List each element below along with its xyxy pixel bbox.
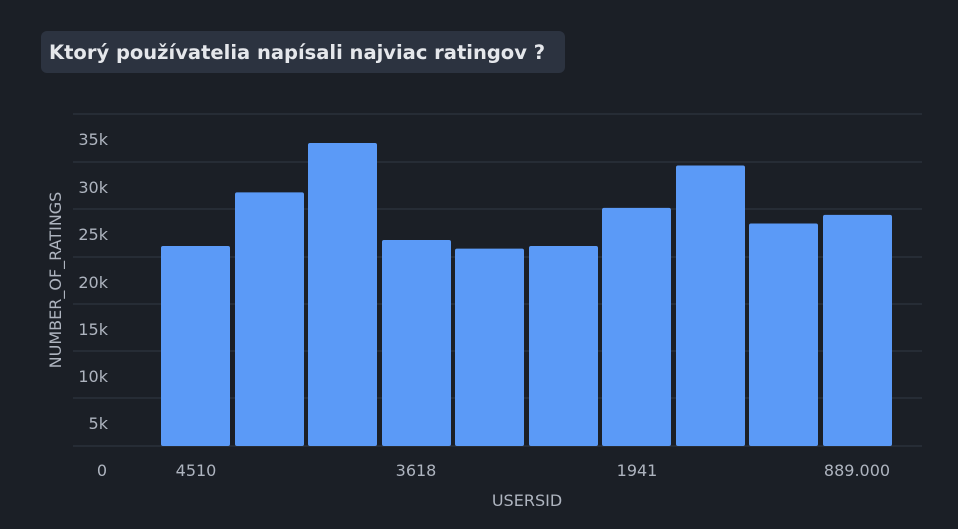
y-tick-label: 15k bbox=[78, 320, 108, 339]
bar[interactable] bbox=[823, 214, 892, 446]
y-tick-label: 10k bbox=[78, 367, 108, 386]
bar[interactable] bbox=[308, 143, 377, 446]
chart-title-box: Ktorý používatelia napísali najviac rati… bbox=[41, 31, 565, 73]
bars bbox=[161, 143, 892, 446]
y-tick-label: 35k bbox=[78, 130, 108, 149]
bar[interactable] bbox=[161, 246, 230, 446]
y-axis-label: NUMBER_OF_RATINGS bbox=[46, 192, 66, 369]
y-tick-label: 30k bbox=[78, 178, 108, 197]
x-tick-label: 3618 bbox=[396, 461, 437, 480]
y-tick-label: 25k bbox=[78, 225, 108, 244]
y-tick-label: 5k bbox=[89, 414, 109, 433]
x-axis-label: USERSID bbox=[492, 491, 562, 510]
bar[interactable] bbox=[602, 207, 671, 446]
y-tick-label: 20k bbox=[78, 273, 108, 292]
y-tick-label: 0 bbox=[97, 461, 107, 480]
x-tick-label: 889.000 bbox=[824, 461, 890, 480]
bar[interactable] bbox=[382, 239, 451, 446]
y-axis-ticks: 0 5k 10k 15k 20k 25k 30k 35k bbox=[78, 130, 108, 480]
bar[interactable] bbox=[529, 246, 598, 446]
bar[interactable] bbox=[235, 192, 304, 446]
x-tick-label: 4510 bbox=[176, 461, 217, 480]
bar[interactable] bbox=[676, 165, 745, 446]
x-tick-label: 1941 bbox=[617, 461, 658, 480]
bar[interactable] bbox=[749, 223, 818, 446]
x-axis-ticks: 4510 3618 1941 889.000 bbox=[176, 461, 890, 480]
chart-title: Ktorý používatelia napísali najviac rati… bbox=[49, 40, 546, 64]
bar[interactable] bbox=[455, 248, 524, 446]
